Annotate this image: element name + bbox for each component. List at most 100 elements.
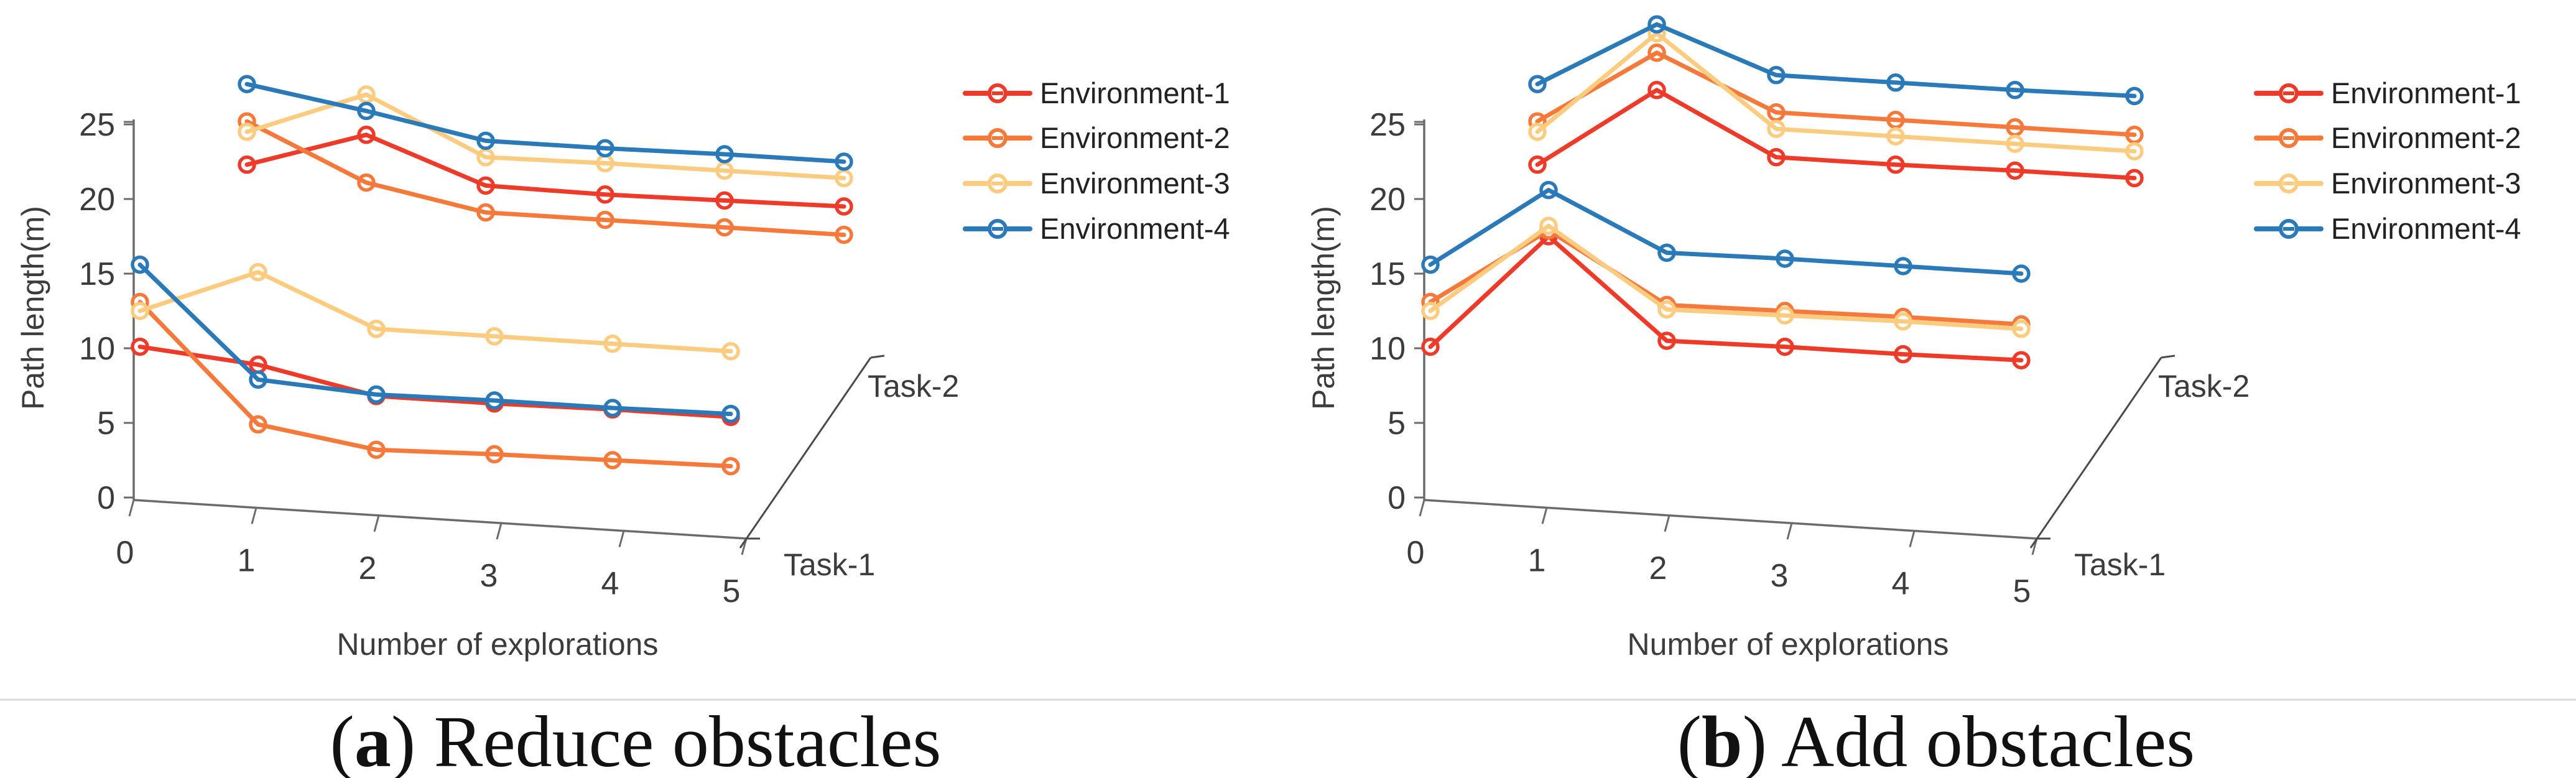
- data-point-marker: [1767, 119, 1786, 138]
- data-point-marker: [367, 385, 386, 404]
- x-tick-mark: [1664, 515, 1670, 532]
- data-point-marker: [476, 176, 495, 195]
- legend-marker-ring: [2279, 219, 2299, 239]
- x-tick-mark: [1909, 530, 1916, 547]
- data-point-marker: [249, 370, 267, 389]
- data-point-marker: [835, 197, 853, 216]
- data-point-marker: [1657, 243, 1676, 262]
- x-tick-label: 1: [1528, 542, 1546, 578]
- depth-axis-line: [2029, 357, 2162, 549]
- y-tick-label: 15: [79, 256, 115, 292]
- data-point-marker: [249, 262, 267, 282]
- x-axis-title: Number of explorations: [1628, 627, 1949, 662]
- x-axis-line: [1424, 499, 2037, 540]
- series-line: [1535, 88, 2137, 180]
- legend-item-environment-4: Environment-4: [2254, 212, 2521, 245]
- depth-tick-task2: [2161, 354, 2175, 359]
- legend-label: Environment-3: [2331, 167, 2521, 200]
- series-environment-2-task-1: [1421, 221, 2031, 334]
- series-line: [1535, 31, 2137, 154]
- data-point-marker: [1539, 216, 1558, 235]
- x-tick-mark: [128, 499, 135, 517]
- y-tick-label: 20: [1369, 182, 1406, 218]
- series-environment-4-task-2: [238, 75, 853, 171]
- data-point-marker: [367, 320, 386, 338]
- series-line: [1428, 188, 2024, 276]
- data-point-marker: [485, 391, 504, 410]
- data-point-marker: [1894, 312, 1912, 331]
- x-tick-label: 3: [1771, 558, 1789, 594]
- data-point-marker: [1886, 127, 1905, 146]
- caption-panel-a: (a) Reduce obstacles: [330, 701, 942, 778]
- data-point-marker: [1657, 300, 1676, 319]
- series-line: [1428, 234, 2024, 363]
- legend-marker-ring: [2279, 83, 2299, 103]
- series-environment-1-task-2: [1528, 81, 2144, 188]
- data-point-marker: [2125, 142, 2144, 160]
- data-point-marker: [2006, 134, 2024, 153]
- data-point-marker: [1776, 337, 1794, 356]
- legend-marker-ring: [988, 128, 1008, 148]
- legend-item-environment-2: Environment-2: [2254, 121, 2521, 154]
- series-environment-3-task-1: [1421, 216, 2031, 338]
- series-line: [137, 262, 733, 417]
- caption-b-rest: ) Add obstacles: [1743, 701, 2195, 778]
- data-point-marker: [1421, 337, 1440, 356]
- series-line: [1428, 223, 2024, 331]
- legend-label: Environment-1: [2331, 76, 2521, 109]
- y-tick-label: 10: [79, 331, 115, 367]
- depth-tick-label-task1: Task-1: [784, 547, 875, 582]
- x-tick-label: 4: [601, 566, 619, 602]
- series-group: [1421, 15, 2144, 369]
- series-line: [137, 270, 733, 354]
- data-point-marker: [1894, 345, 1912, 364]
- data-point-marker: [2012, 264, 2031, 283]
- depth-tick-label-task2: Task-2: [2158, 369, 2249, 404]
- data-point-marker: [2012, 351, 2031, 369]
- data-point-marker: [721, 342, 740, 361]
- x-axis-line: [133, 499, 747, 540]
- caption-a-open: (: [330, 701, 354, 778]
- data-point-marker: [1421, 255, 1440, 274]
- legend-marker-ring: [2279, 128, 2299, 148]
- data-point-marker: [1886, 155, 1905, 174]
- axes-group: 0 5 10 15 20 25 0 1 2 3 4 5: [79, 107, 885, 609]
- data-point-marker: [2125, 86, 2144, 106]
- legend-marker-ring: [988, 174, 1008, 193]
- data-point-marker: [715, 191, 734, 210]
- series-environment-2-task-2: [238, 112, 853, 244]
- y-tick-label: 0: [1388, 480, 1406, 516]
- data-point-marker: [249, 415, 267, 434]
- x-axis-title: Number of explorations: [337, 627, 659, 662]
- data-point-marker: [476, 203, 495, 222]
- data-point-marker: [476, 131, 495, 151]
- series-line: [137, 345, 733, 419]
- series-environment-3-task-2: [1528, 24, 2144, 160]
- y-tick-label: 20: [79, 182, 115, 218]
- y-tick-label: 25: [1369, 107, 1406, 143]
- series-line: [1535, 22, 2137, 98]
- data-point-marker: [2006, 161, 2024, 180]
- data-point-marker: [721, 404, 740, 424]
- data-point-marker: [357, 173, 376, 192]
- x-tick-mark: [373, 515, 380, 532]
- depth-tick-label-task1: Task-1: [2074, 547, 2166, 582]
- caption-a-letter: a: [354, 701, 391, 778]
- data-point-marker: [603, 335, 622, 353]
- legend-group: Environment-1 Environment-2 Environment-3 E…: [963, 76, 1230, 245]
- data-point-marker: [721, 456, 740, 476]
- caption-a-rest: ) Reduce obstacles: [391, 701, 942, 778]
- x-tick-label: 2: [1649, 550, 1667, 586]
- legend-item-environment-1: Environment-1: [2254, 76, 2521, 109]
- data-point-marker: [715, 218, 734, 237]
- data-point-marker: [1894, 257, 1912, 276]
- x-tick-mark: [1419, 499, 1425, 517]
- legend-group: Environment-1 Environment-2 Environment-3 E…: [2254, 76, 2521, 245]
- legend-marker-ring: [2279, 174, 2299, 193]
- y-tick-label: 0: [97, 480, 115, 516]
- axes-group: 0 5 10 15 20 25 0 1 2 3 4 5: [1369, 107, 2175, 609]
- series-group: [131, 75, 853, 476]
- series-line: [244, 132, 846, 209]
- x-tick-label: 3: [480, 558, 498, 594]
